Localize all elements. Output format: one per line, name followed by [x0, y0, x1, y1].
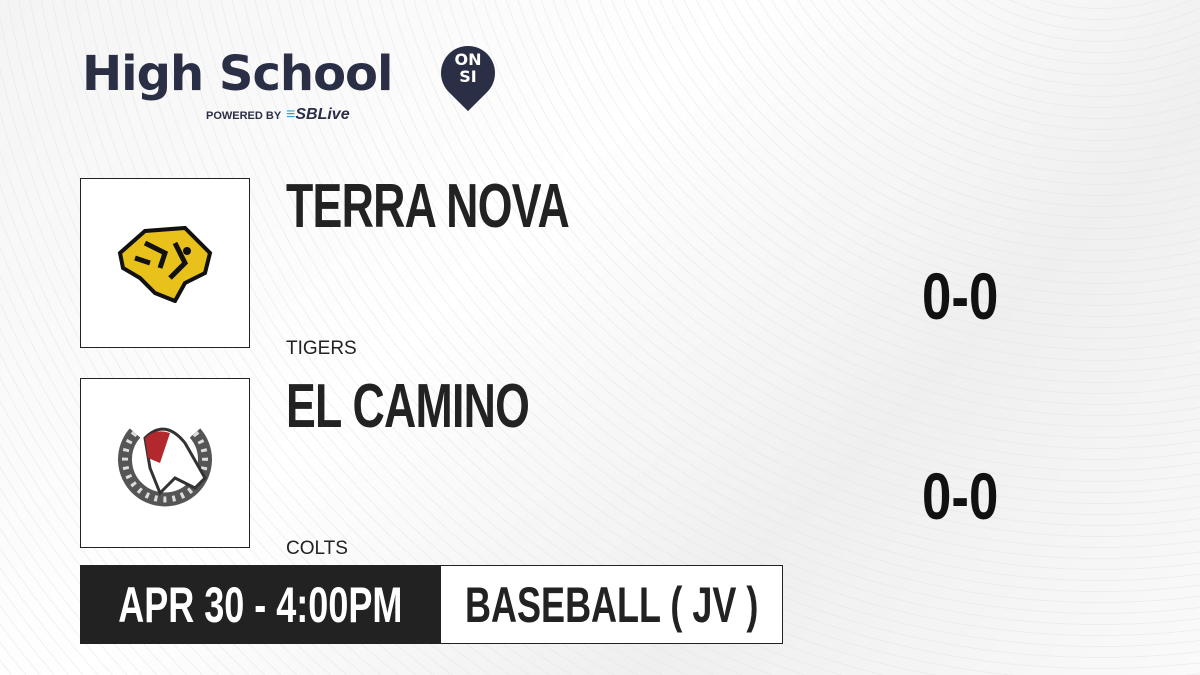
on-si-badge: ON SI — [454, 50, 482, 86]
team-name: EL CAMINO — [286, 372, 530, 441]
team-mascot: COLTS — [286, 538, 348, 559]
team-logo-terra-nova — [80, 178, 250, 348]
team-score: 0-0 — [922, 459, 999, 533]
team-logo-el-camino — [80, 378, 250, 548]
colt-horseshoe-logo-icon — [118, 427, 212, 507]
sport-box: BASEBALL ( JV ) — [440, 565, 783, 644]
sblive-logo: ≡SBLive — [286, 106, 350, 123]
game-datetime-box: APR 30 - 4:00PM — [80, 565, 440, 644]
tiger-logo-icon — [117, 225, 213, 303]
high-school-on-si-logo: High School — [82, 44, 393, 104]
team-score: 0-0 — [922, 259, 999, 333]
team-name: TERRA NOVA — [286, 172, 570, 241]
team-mascot: TIGERS — [286, 338, 357, 359]
powered-by-label: POWERED BY — [206, 110, 282, 122]
game-datetime: APR 30 - 4:00PM — [117, 576, 403, 633]
logo-text: High School — [82, 46, 393, 102]
sport-label: BASEBALL ( JV ) — [464, 576, 759, 633]
